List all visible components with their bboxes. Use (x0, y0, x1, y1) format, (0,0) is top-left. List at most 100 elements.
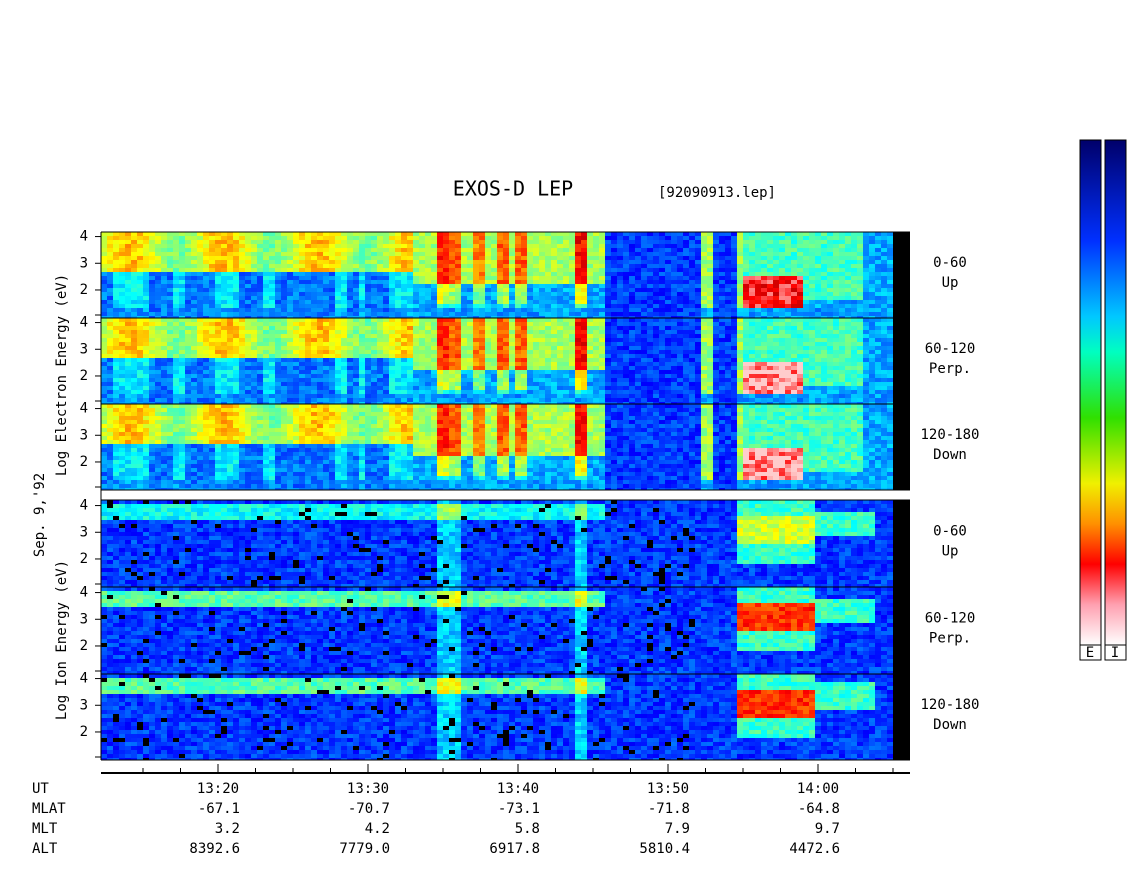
spectrogram-cell (455, 362, 461, 366)
spectrogram-cell (599, 334, 605, 338)
spectrogram-cell (227, 308, 233, 312)
spectrogram-cell (713, 268, 719, 272)
spectrogram-cell (527, 322, 533, 326)
spectrogram-cell (107, 312, 113, 316)
spectrogram-cell (593, 334, 599, 338)
spectrogram-cell (209, 346, 215, 350)
spectrogram-cell (881, 252, 887, 256)
spectrogram-cell (425, 390, 431, 394)
spectrogram-cell (545, 350, 551, 354)
spectrogram-cell (431, 268, 437, 272)
spectrogram-cell (341, 264, 347, 268)
spectrogram-cell (221, 256, 227, 260)
spectrogram-cell (263, 288, 269, 292)
spectrogram-cell (287, 382, 293, 386)
spectrogram-cell (305, 232, 311, 236)
spectrogram-cell (161, 276, 167, 280)
spectrogram-cell (539, 370, 545, 374)
spectrogram-cell (779, 316, 785, 318)
spectrogram-cell (575, 398, 581, 402)
spectrogram-cell (419, 264, 425, 268)
spectrogram-cell (767, 296, 773, 300)
spectrogram-cell (689, 304, 695, 308)
spectrogram-cell (503, 232, 509, 236)
spectrogram-cell (545, 370, 551, 374)
spectrogram-cell (449, 292, 455, 296)
spectrogram-cell (611, 334, 617, 338)
spectrogram-cell (401, 318, 407, 322)
spectrogram-cell (131, 264, 137, 268)
spectrogram-cell (359, 374, 365, 378)
spectrogram-cell (221, 248, 227, 252)
spectrogram-cell (827, 276, 833, 280)
spectrogram-cell (647, 284, 653, 288)
spectrogram-cell (755, 236, 761, 240)
spectrogram-cell (101, 296, 107, 300)
spectrogram-cell (443, 374, 449, 378)
spectrogram-cell (365, 268, 371, 272)
spectrogram-cell (455, 256, 461, 260)
spectrogram-cell (695, 268, 701, 272)
spectrogram-cell (125, 354, 131, 358)
spectrogram-cell (257, 326, 263, 330)
spectrogram-cell (845, 252, 851, 256)
spectrogram-cell (647, 390, 653, 394)
spectrogram-cell (365, 312, 371, 316)
spectrogram-cell (665, 354, 671, 358)
spectrogram-cell (347, 330, 353, 334)
spectrogram-cell (785, 248, 791, 252)
spectrogram-cell (851, 304, 857, 308)
spectrogram-cell (305, 398, 311, 402)
spectrogram-cell (677, 308, 683, 312)
spectrogram-cell (125, 334, 131, 338)
spectrogram-cell (443, 382, 449, 386)
spectrogram-cell (635, 354, 641, 358)
spectrogram-cell (815, 260, 821, 264)
spectrogram-cell (623, 398, 629, 402)
spectrogram-cell (665, 256, 671, 260)
spectrogram-cell (419, 378, 425, 382)
spectrogram-cell (155, 288, 161, 292)
spectrogram-cell (521, 276, 527, 280)
spectrogram-cell (197, 296, 203, 300)
spectrogram-cell (659, 326, 665, 330)
spectrogram-cell (605, 256, 611, 260)
spectrogram-cell (173, 338, 179, 342)
spectrogram-cell (605, 382, 611, 386)
spectrogram-cell (347, 398, 353, 402)
spectrogram-cell (605, 354, 611, 358)
spectrogram-cell (527, 338, 533, 342)
spectrogram-cell (515, 386, 521, 390)
spectrogram-cell (161, 358, 167, 362)
spectrogram-cell (173, 334, 179, 338)
spectrogram-cell (125, 288, 131, 292)
spectrogram-cell (641, 366, 647, 370)
spectrogram-cell (857, 264, 863, 268)
spectrogram-cell (257, 308, 263, 312)
spectrogram-cell (881, 276, 887, 280)
spectrogram-cell (479, 316, 485, 318)
spectrogram-cell (509, 256, 515, 260)
spectrogram-cell (305, 292, 311, 296)
spectrogram-cell (749, 300, 755, 304)
spectrogram-cell (323, 268, 329, 272)
spectrogram-cell (521, 330, 527, 334)
spectrogram-cell (137, 402, 143, 404)
spectrogram-cell (461, 240, 467, 244)
spectrogram-cell (509, 354, 515, 358)
spectrogram-cell (437, 280, 443, 284)
spectrogram-cell (137, 300, 143, 304)
spectrogram-cell (191, 260, 197, 264)
spectrogram-cell (623, 252, 629, 256)
spectrogram-cell (305, 268, 311, 272)
spectrogram-cell (407, 272, 413, 276)
spectrogram-cell (785, 292, 791, 296)
spectrogram-cell (383, 276, 389, 280)
spectrogram-cell (695, 240, 701, 244)
spectrogram-cell (227, 296, 233, 300)
spectrogram-cell (125, 390, 131, 394)
spectrogram-cell (251, 272, 257, 276)
spectrogram-cell (425, 374, 431, 378)
spectrogram-cell (539, 322, 545, 326)
spectrogram-cell (551, 264, 557, 268)
